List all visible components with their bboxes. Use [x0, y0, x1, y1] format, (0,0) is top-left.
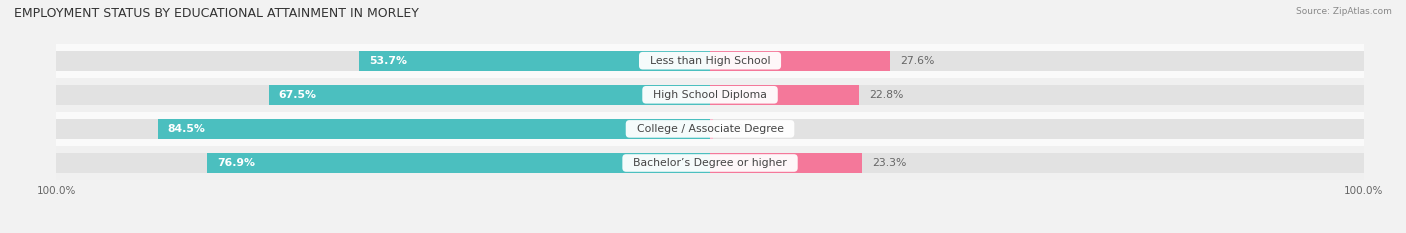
Text: 22.8%: 22.8% — [869, 90, 903, 100]
Bar — [56, 85, 710, 105]
Bar — [710, 51, 1364, 71]
Bar — [710, 119, 713, 139]
Bar — [710, 51, 890, 71]
Text: High School Diploma: High School Diploma — [647, 90, 773, 100]
Bar — [710, 119, 1364, 139]
Text: 0.0%: 0.0% — [727, 124, 754, 134]
Bar — [56, 153, 710, 173]
Bar — [710, 85, 859, 105]
Bar — [710, 85, 1364, 105]
Text: College / Associate Degree: College / Associate Degree — [630, 124, 790, 134]
Text: 23.3%: 23.3% — [872, 158, 907, 168]
Text: Less than High School: Less than High School — [643, 56, 778, 66]
Bar — [56, 146, 1364, 180]
Text: 67.5%: 67.5% — [278, 90, 316, 100]
Bar — [56, 78, 1364, 112]
Text: 53.7%: 53.7% — [368, 56, 406, 66]
Text: 76.9%: 76.9% — [217, 158, 254, 168]
Bar — [56, 119, 710, 139]
Text: Bachelor’s Degree or higher: Bachelor’s Degree or higher — [626, 158, 794, 168]
Text: Source: ZipAtlas.com: Source: ZipAtlas.com — [1296, 7, 1392, 16]
Bar — [56, 112, 1364, 146]
Bar — [359, 51, 710, 71]
Text: 84.5%: 84.5% — [167, 124, 205, 134]
Bar — [157, 119, 710, 139]
Text: 27.6%: 27.6% — [900, 56, 935, 66]
Text: EMPLOYMENT STATUS BY EDUCATIONAL ATTAINMENT IN MORLEY: EMPLOYMENT STATUS BY EDUCATIONAL ATTAINM… — [14, 7, 419, 20]
Bar — [269, 85, 710, 105]
Bar — [207, 153, 710, 173]
Bar — [710, 153, 1364, 173]
Bar — [56, 51, 710, 71]
Bar — [710, 153, 862, 173]
Bar — [56, 44, 1364, 78]
